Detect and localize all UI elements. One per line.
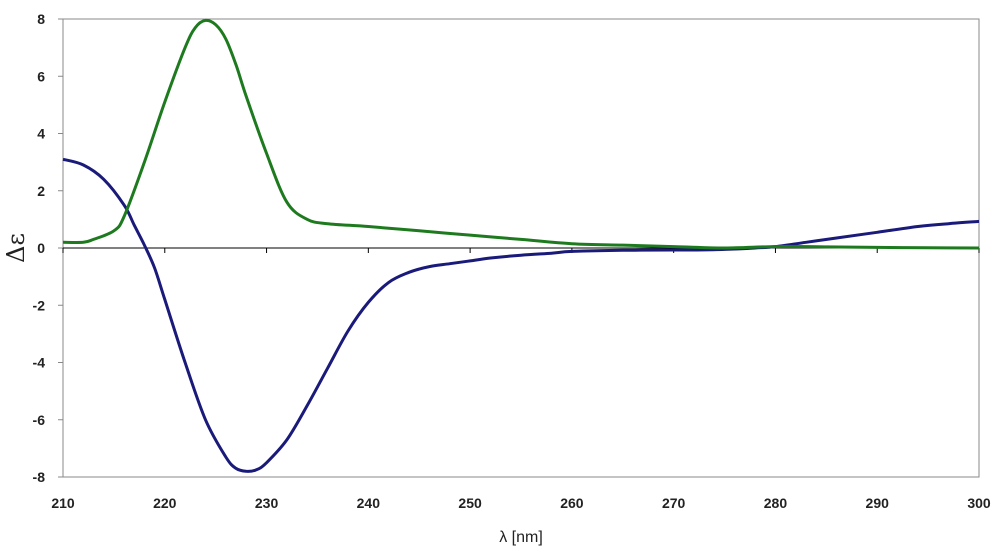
x-tick-label: 210 — [51, 495, 75, 511]
x-tick-label: 250 — [458, 495, 482, 511]
y-tick-label: -2 — [33, 297, 46, 313]
x-tick-label: 240 — [357, 495, 381, 511]
x-tick-label: 220 — [153, 495, 177, 511]
x-tick-label: 300 — [967, 495, 991, 511]
x-tick-label: 270 — [662, 495, 686, 511]
y-tick-label: 4 — [37, 126, 45, 142]
series-line-2 — [62, 18, 980, 250]
y-tick-label: 8 — [37, 11, 45, 27]
y-tick-label: -8 — [33, 469, 46, 485]
y-tick-label: 2 — [37, 183, 45, 199]
x-tick-label: 280 — [764, 495, 788, 511]
y-tick-label: 0 — [37, 240, 45, 256]
x-tick-label: 230 — [255, 495, 279, 511]
y-tick-label: -6 — [33, 412, 46, 428]
x-axis-title: λ [nm] — [499, 529, 543, 546]
series-line-1 — [62, 157, 980, 473]
y-axis-ticks: -8 -6 -4 -2 0 2 4 6 8 — [33, 11, 63, 485]
y-tick-label: 6 — [37, 68, 45, 84]
x-axis-ticks: 210 220 230 240 250 260 270 280 290 300 — [51, 248, 991, 511]
x-tick-label: 260 — [560, 495, 584, 511]
y-axis-title: Δε — [2, 233, 30, 263]
y-tick-label: -4 — [33, 355, 46, 371]
x-tick-label: 290 — [866, 495, 890, 511]
series-layer — [62, 18, 980, 473]
